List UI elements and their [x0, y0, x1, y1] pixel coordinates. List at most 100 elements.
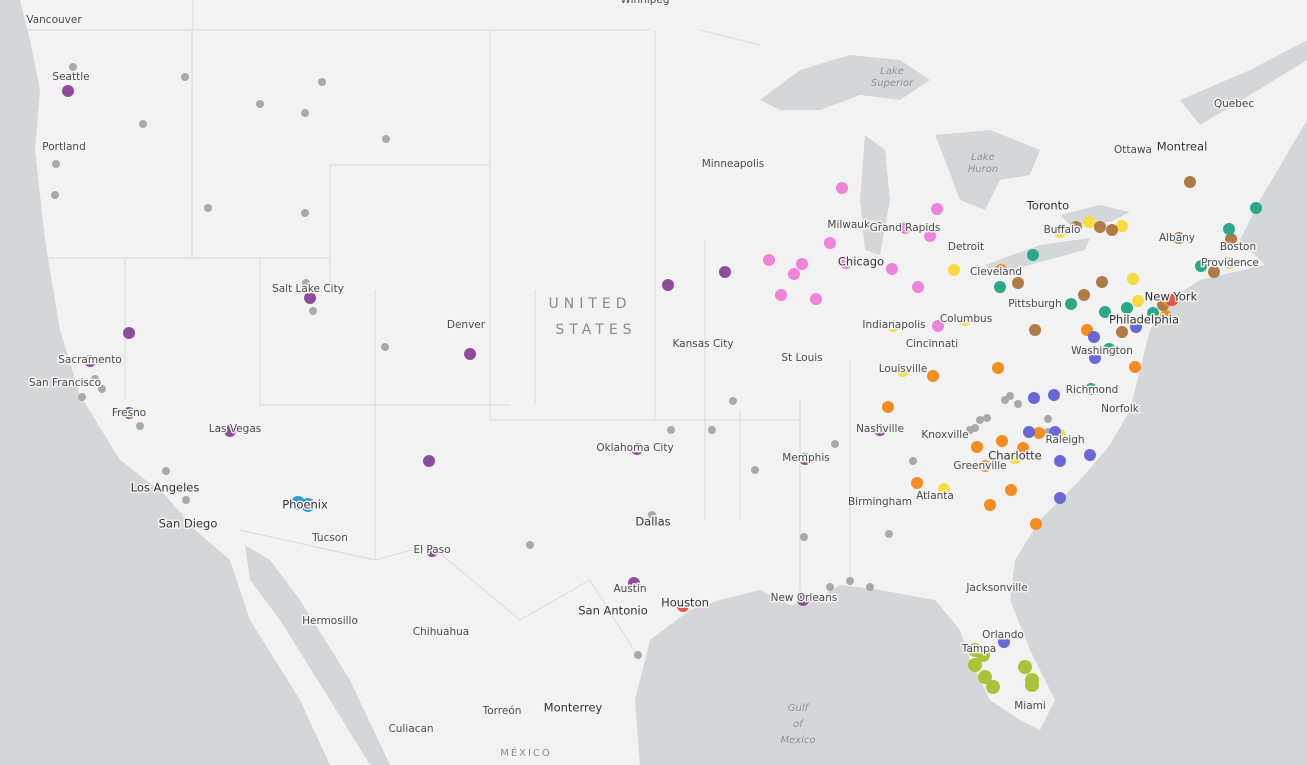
marker: [882, 401, 894, 413]
marker: [978, 670, 992, 684]
marker: [1083, 216, 1095, 228]
city-label: Providence: [1201, 257, 1259, 269]
marker: [788, 268, 800, 280]
marker: [1103, 343, 1115, 355]
city-label: Raleigh: [1045, 434, 1084, 446]
city-label: Grand Rapids: [870, 222, 941, 234]
city-label: Salt Lake City: [272, 283, 344, 295]
marker: [69, 63, 77, 71]
marker: [1029, 324, 1041, 336]
city-label: St Louis: [781, 352, 822, 364]
city-label: Hermosillo: [302, 615, 358, 627]
city-label: Jacksonville: [965, 582, 1027, 594]
city-label: Vancouver: [26, 14, 82, 26]
city-label: Los Angeles: [131, 481, 200, 495]
marker: [318, 78, 326, 86]
marker: [123, 327, 135, 339]
city-label: Denver: [447, 319, 486, 331]
markers: [51, 63, 1262, 694]
marker: [182, 496, 190, 504]
marker: [1223, 223, 1235, 235]
marker: [1088, 331, 1100, 343]
marker: [204, 204, 212, 212]
city-label: Washington: [1071, 345, 1133, 357]
marker: [181, 73, 189, 81]
marker: [1160, 310, 1172, 322]
marker: [979, 460, 991, 472]
marker: [886, 263, 898, 275]
marker: [381, 343, 389, 351]
marker: [1173, 232, 1185, 244]
marker: [992, 362, 1004, 374]
marker: [1195, 260, 1207, 272]
marker: [1085, 383, 1097, 395]
region-label: MÉXICO: [500, 746, 552, 759]
marker: [1018, 660, 1032, 674]
marker: [995, 264, 1007, 276]
marker: [1054, 492, 1066, 504]
marker: [648, 511, 656, 519]
marker: [1012, 277, 1024, 289]
marker: [846, 577, 854, 585]
water-label: Lake: [880, 66, 904, 77]
city-label: Tampa: [961, 643, 996, 655]
marker: [1116, 220, 1128, 232]
city-label: Indianapolis: [862, 319, 925, 331]
marker: [631, 443, 643, 455]
marker: [938, 483, 950, 495]
city-label: Columbus: [940, 313, 992, 325]
marker: [1028, 392, 1040, 404]
city-label: Cincinnati: [906, 338, 958, 350]
city-label: Portland: [42, 141, 86, 153]
marker: [1129, 361, 1141, 373]
marker: [1166, 294, 1178, 306]
marker: [224, 425, 236, 437]
city-label: Milwaukee: [827, 219, 882, 231]
city-label: New Orleans: [771, 592, 838, 604]
marker: [899, 222, 911, 234]
city-label: Albany: [1159, 232, 1195, 244]
city-label: Sacramento: [58, 354, 122, 366]
marker: [382, 135, 390, 143]
city-label: San Francisco: [29, 377, 101, 389]
city-label: Oklahoma City: [596, 442, 673, 454]
marker: [301, 498, 315, 512]
marker: [304, 292, 316, 304]
city-label: Torreón: [482, 705, 522, 717]
marker: [887, 320, 899, 332]
marker: [912, 281, 924, 293]
marker: [866, 583, 874, 591]
city-label: Miami: [1014, 700, 1046, 712]
marker: [1224, 257, 1236, 269]
marker: [986, 680, 1000, 694]
marker: [1005, 484, 1017, 496]
city-label: Norfolk: [1101, 403, 1140, 415]
marker: [959, 314, 971, 326]
city-label: Atlanta: [916, 490, 954, 502]
marker: [797, 594, 809, 606]
marker: [136, 422, 144, 430]
water-label: Lake: [971, 152, 995, 163]
marker: [256, 100, 264, 108]
marker: [971, 441, 983, 453]
city-label: Seattle: [52, 71, 89, 83]
city-label: Toronto: [1026, 199, 1069, 213]
marker: [426, 545, 438, 557]
marker: [62, 85, 74, 97]
marker: [1030, 518, 1042, 530]
marker: [983, 414, 991, 422]
marker: [526, 541, 534, 549]
city-label: Houston: [661, 596, 709, 610]
marker: [775, 289, 787, 301]
city-label: Fresno: [112, 407, 146, 419]
marker: [1208, 266, 1220, 278]
marker: [309, 307, 317, 315]
city-label: Pittsburgh: [1008, 298, 1062, 310]
marker: [800, 533, 808, 541]
city-label: Orlando: [982, 629, 1024, 641]
city-label: Detroit: [948, 241, 984, 253]
marker: [1116, 326, 1128, 338]
marker: [763, 254, 775, 266]
marker: [1009, 452, 1021, 464]
city-label: San Diego: [159, 517, 218, 531]
